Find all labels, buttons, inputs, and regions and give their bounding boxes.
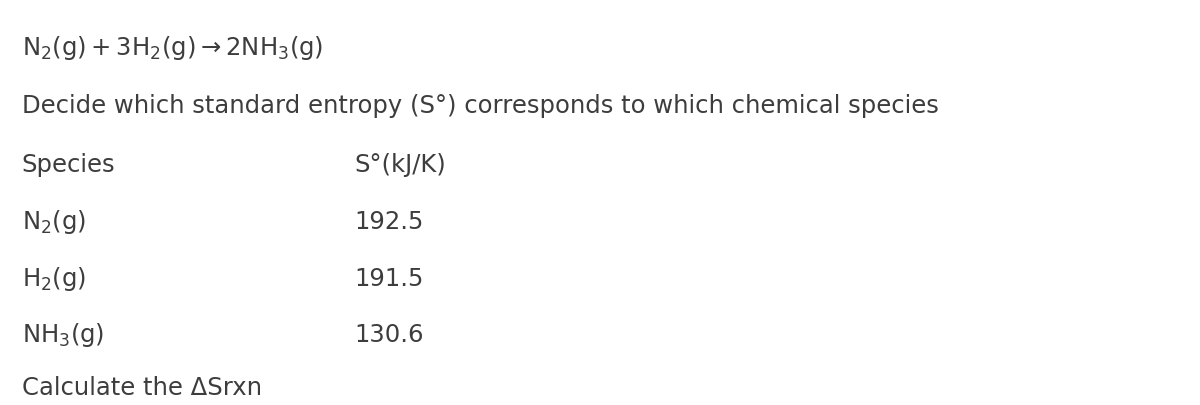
Text: Decide which standard entropy (S°) corresponds to which chemical species: Decide which standard entropy (S°) corre… [22,94,938,118]
Text: $\mathregular{H_2(g)}$: $\mathregular{H_2(g)}$ [22,264,86,292]
Text: Species: Species [22,153,115,177]
Text: Calculate the ΔSrxn: Calculate the ΔSrxn [22,376,262,400]
Text: $\mathregular{N_2(g)}$: $\mathregular{N_2(g)}$ [22,208,85,236]
Text: $\mathregular{N_2(g) + 3H_2(g) \rightarrow 2NH_3(g)}$: $\mathregular{N_2(g) + 3H_2(g) \rightarr… [22,34,323,62]
Text: S°(kJ/K): S°(kJ/K) [354,153,445,177]
Text: $\mathregular{NH_3(g)}$: $\mathregular{NH_3(g)}$ [22,321,104,349]
Text: 130.6: 130.6 [354,323,424,347]
Text: 192.5: 192.5 [354,210,424,234]
Text: 191.5: 191.5 [354,266,424,290]
